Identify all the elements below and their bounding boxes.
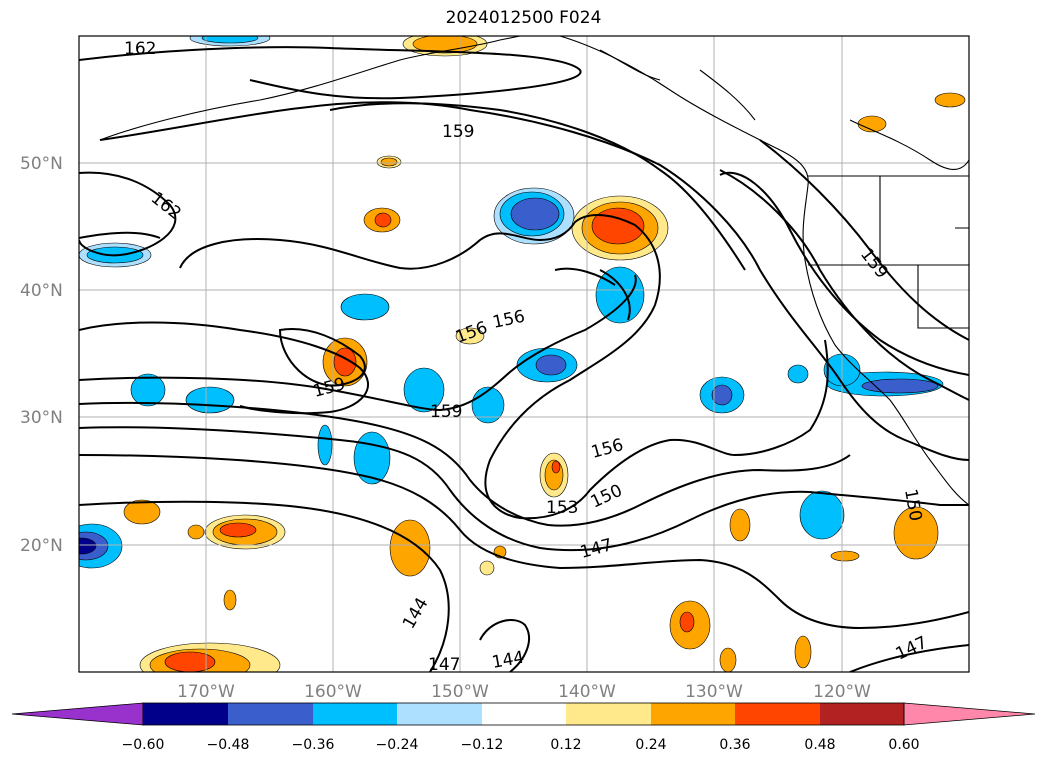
lat-label: 40°N: [20, 281, 63, 301]
colorbar-segment: [313, 703, 397, 725]
map-title: 2024012500 F024: [445, 8, 602, 28]
colorbar-segment: [397, 703, 482, 725]
lat-label: 30°N: [20, 408, 63, 428]
lon-label: 130°W: [685, 682, 743, 702]
lon-label: 170°W: [177, 682, 235, 702]
shaded-anomaly-patches: [79, 36, 966, 672]
colorbar-tick-label: 0.36: [719, 737, 750, 753]
lon-label: 120°W: [813, 682, 871, 702]
lat-label: 20°N: [20, 536, 63, 556]
colorbar-tick-label: 0.12: [550, 737, 581, 753]
colorbar-tick-label: −0.48: [207, 737, 250, 753]
lon-label: 160°W: [304, 682, 362, 702]
colorbar-segment: [566, 703, 651, 725]
colorbar-extend-high: [903, 702, 1036, 726]
colorbar-segment: [820, 703, 904, 725]
coastlines: [99, 36, 969, 506]
colorbar-extend-low: [11, 702, 144, 726]
contour-label: 144: [490, 648, 525, 673]
map-gridlines: [79, 36, 969, 672]
latitude-labels: 50°N 40°N 30°N 20°N: [20, 154, 63, 556]
contour-label: 153: [546, 498, 578, 518]
colorbar-tick-label: 0.24: [635, 737, 666, 753]
lon-label: 140°W: [558, 682, 616, 702]
colorbar-tick-label: 0.60: [888, 737, 919, 753]
colorbar-tick-label: −0.36: [292, 737, 335, 753]
colorbar-tick-label: 0.48: [804, 737, 835, 753]
colorbar-tick-label: −0.12: [461, 737, 504, 753]
lon-label: 150°W: [431, 682, 489, 702]
colorbar-segment: [735, 703, 820, 725]
map-area: 162 159 162 159 156 156 159 159 156 150 …: [79, 36, 969, 675]
colorbar: −0.60 −0.48 −0.36 −0.24 −0.12 0.12 0.24 …: [11, 702, 1036, 753]
contour-label: 159: [430, 402, 462, 422]
colorbar-segment: [482, 703, 566, 725]
contour-label: 147: [428, 655, 460, 675]
lat-label: 50°N: [20, 154, 63, 174]
colorbar-tick-label: −0.24: [376, 737, 419, 753]
longitude-labels: 170°W 160°W 150°W 140°W 130°W 120°W: [177, 682, 871, 702]
colorbar-segment: [228, 703, 313, 725]
height-contours: [79, 46, 969, 672]
contour-label: 159: [442, 122, 474, 142]
colorbar-segment: [143, 703, 228, 725]
colorbar-tick-label: −0.60: [122, 737, 165, 753]
map-frame: [78, 35, 970, 673]
colorbar-tick-labels: −0.60 −0.48 −0.36 −0.24 −0.12 0.12 0.24 …: [122, 737, 920, 753]
contour-label: 162: [124, 39, 156, 59]
colorbar-segment: [651, 703, 735, 725]
